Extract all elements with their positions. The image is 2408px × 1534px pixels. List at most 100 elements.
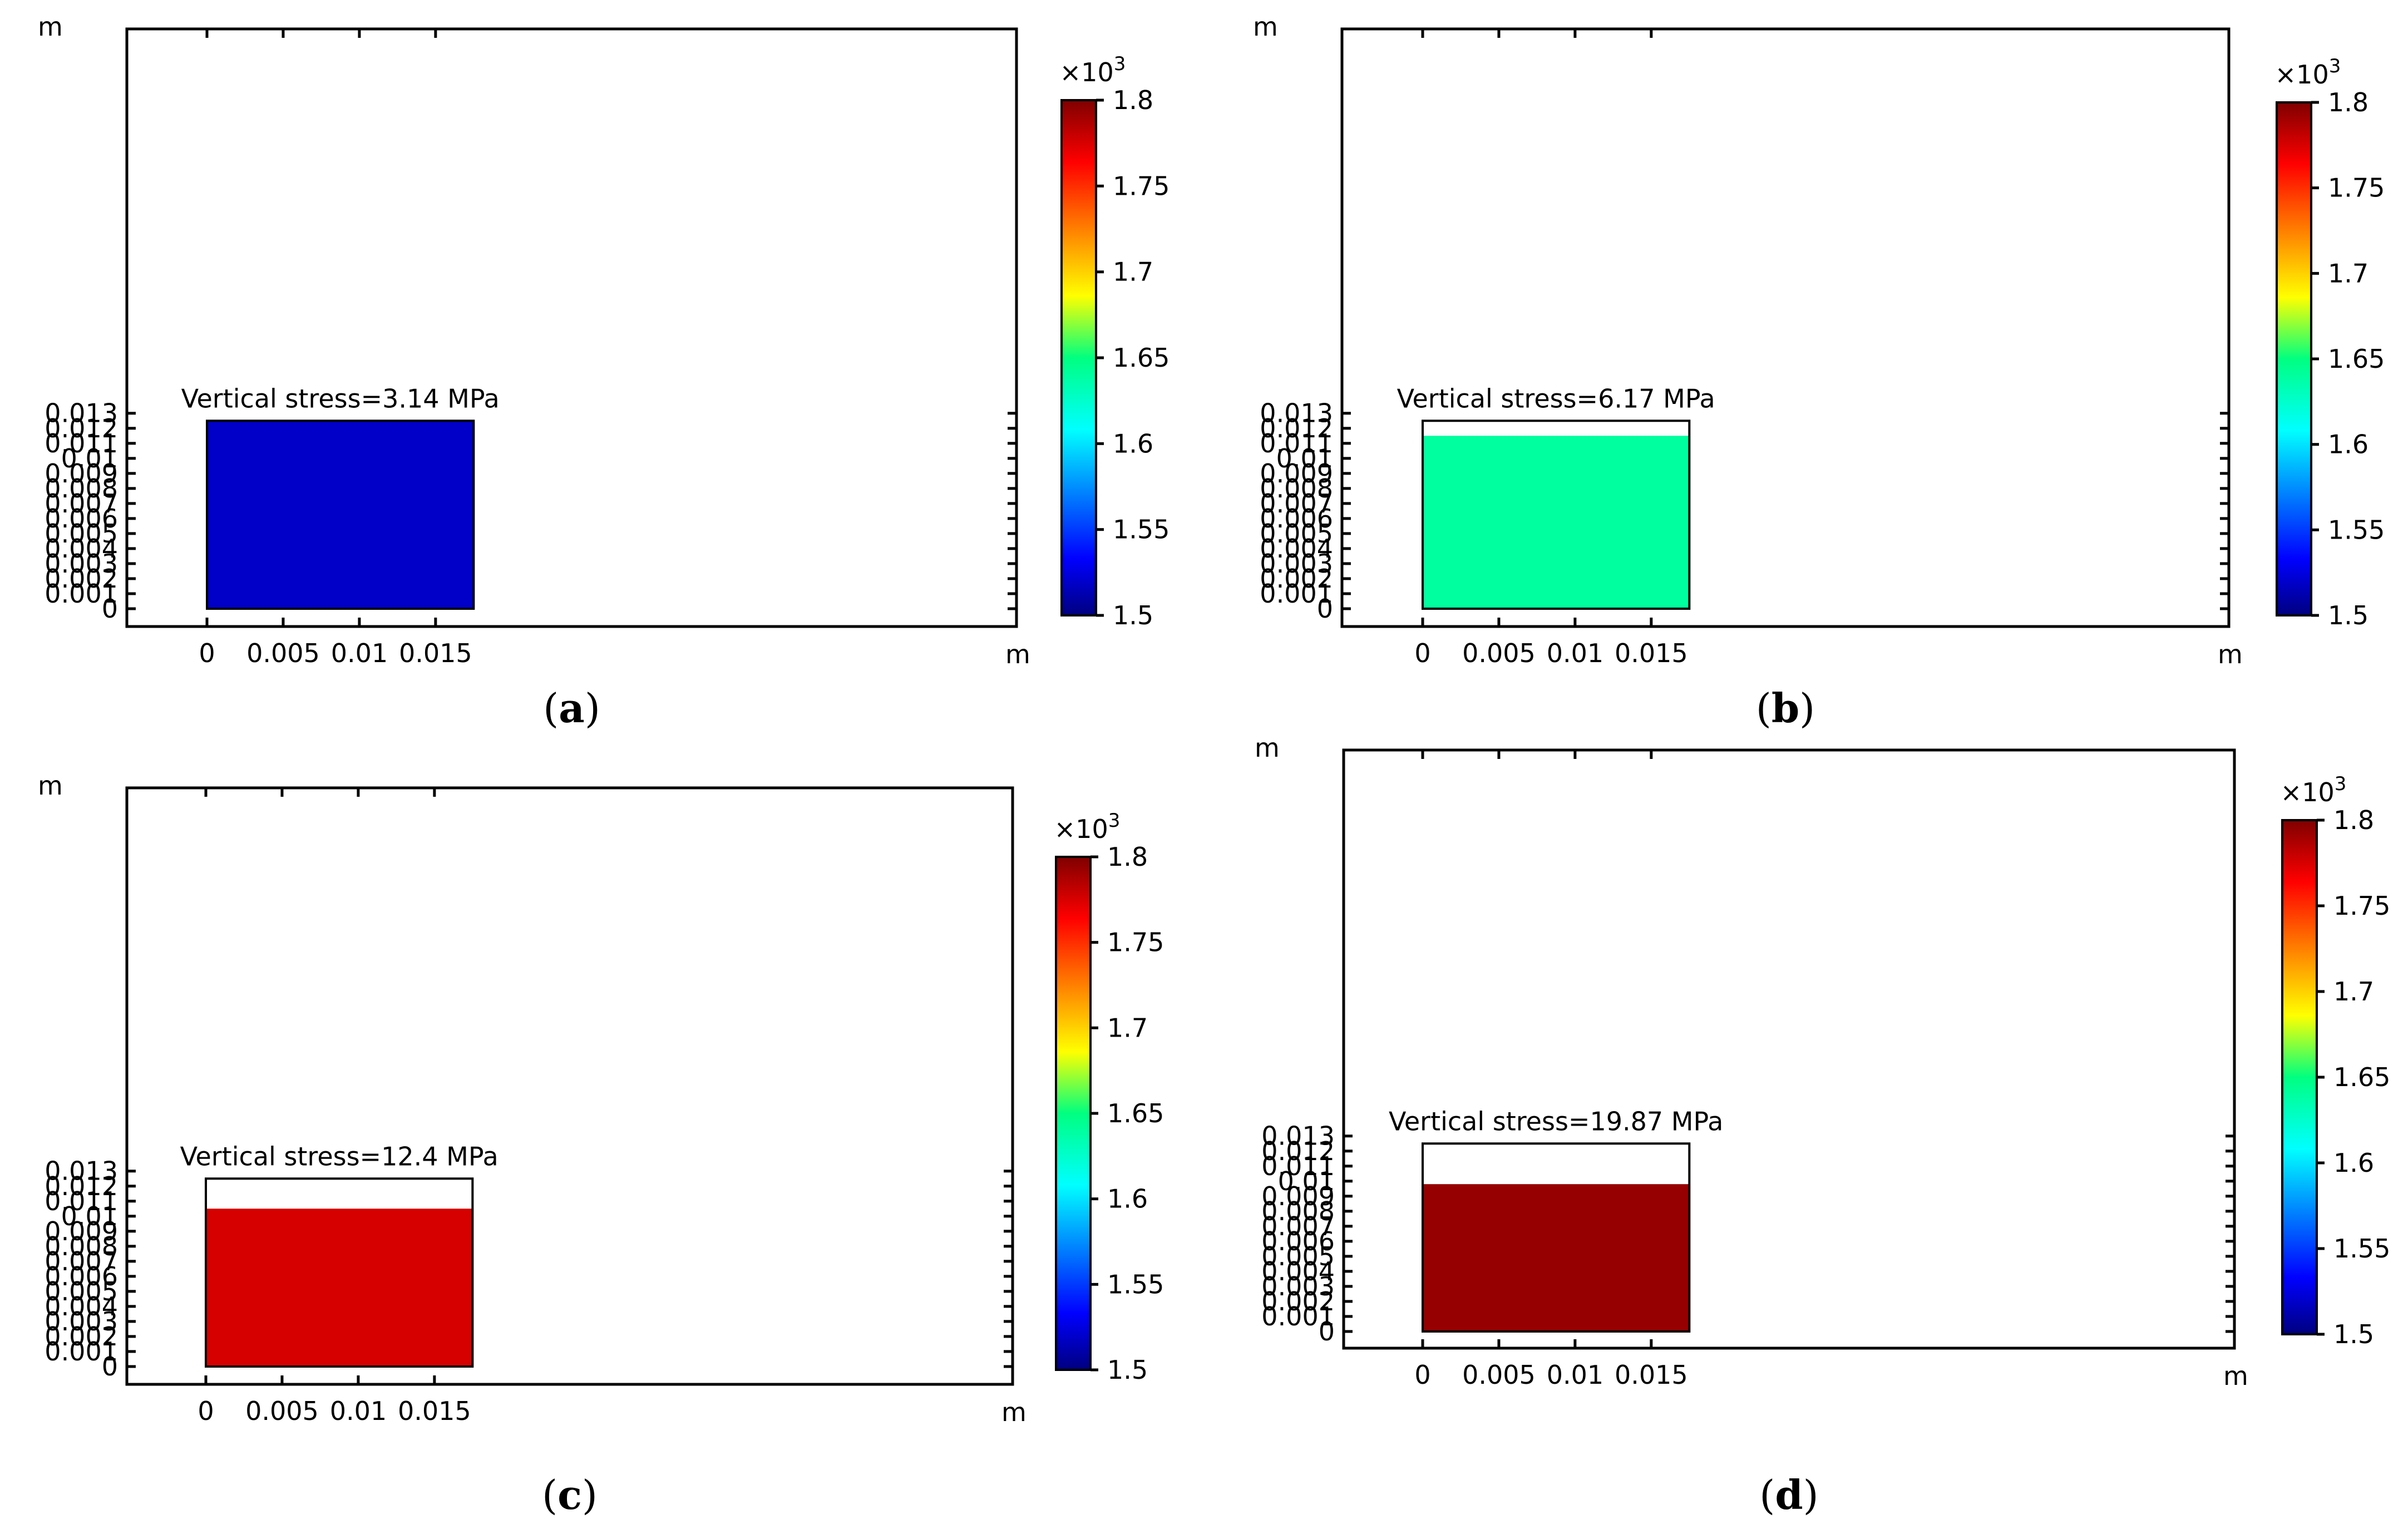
panels-layer: Vertical stress=3.14 MPa00.0010.0020.003… xyxy=(38,12,2390,1518)
domain-outline xyxy=(1422,420,1691,610)
colorbar-tick-label: 1.55 xyxy=(2333,1234,2390,1264)
y-tick-label: 0.011 xyxy=(45,1186,118,1216)
colorbar-tick-label: 1.55 xyxy=(1113,515,1170,545)
y-tick-label: 0.012 xyxy=(1261,1136,1335,1166)
y-tick-label: 0.009 xyxy=(45,458,118,489)
y-tick-label: 0.002 xyxy=(1260,564,1333,594)
colorbar-exponent: 3 xyxy=(2335,773,2347,795)
plot-title: Vertical stress=6.17 MPa xyxy=(1397,383,1715,413)
y-tick-label: 0.012 xyxy=(45,413,118,443)
colorbar-tick-label: 1.55 xyxy=(2328,515,2385,545)
colorbar-tick-label: 1.5 xyxy=(1113,600,1153,630)
y-tick-label: 0.007 xyxy=(45,1246,118,1276)
y-tick-label: 0.01 xyxy=(1278,1166,1335,1196)
y-tick-label: 0.013 xyxy=(1260,398,1333,428)
chart-panel-a: Vertical stress=3.14 MPa00.0010.0020.003… xyxy=(38,12,1170,732)
y-axis-unit: m xyxy=(38,12,63,42)
colorbar xyxy=(2276,101,2312,616)
y-tick-label: 0.011 xyxy=(45,428,118,458)
y-tick-label: 0.005 xyxy=(1261,1241,1335,1271)
axes-frame xyxy=(1342,748,2236,1350)
y-tick-label: 0.01 xyxy=(1276,443,1333,473)
colorbar-tick-label: 1.6 xyxy=(1107,1184,1148,1214)
colorbar xyxy=(1055,856,1092,1371)
colorbar-tick-label: 1.7 xyxy=(1113,257,1153,287)
colorbar-tick-label: 1.5 xyxy=(2333,1319,2374,1349)
y-axis-unit: m xyxy=(1255,733,1280,763)
material-region xyxy=(207,421,474,609)
y-tick-label: 0.008 xyxy=(45,473,118,504)
colorbar-tick-label: 1.8 xyxy=(1107,842,1148,872)
caption-open-paren: ( xyxy=(1756,685,1772,732)
colorbar-tick-label: 1.5 xyxy=(1107,1355,1148,1385)
y-tick-label: 0.003 xyxy=(1261,1271,1335,1301)
colorbar-exponent: 3 xyxy=(1108,810,1121,832)
plot-title: Vertical stress=3.14 MPa xyxy=(181,383,500,413)
chart-panel-c: Vertical stress=12.4 MPa00.0010.0020.003… xyxy=(38,771,1164,1518)
y-tick-label: 0.003 xyxy=(1260,549,1333,579)
y-tick-label: 0.004 xyxy=(1260,534,1333,564)
y-tick-label: 0 xyxy=(102,594,118,624)
x-tick-label: 0 xyxy=(199,638,215,668)
colorbar-tick-label: 1.55 xyxy=(1107,1269,1164,1299)
colorbar-multiplier: ×103 xyxy=(1060,53,1126,87)
y-tick-label: 0.009 xyxy=(1261,1181,1335,1211)
caption-open-paren: ( xyxy=(543,685,559,732)
colorbar-multiplier: ×103 xyxy=(1054,810,1121,844)
plot-title: Vertical stress=19.87 MPa xyxy=(1389,1106,1723,1136)
colorbar-tick-label: 1.8 xyxy=(1113,85,1153,115)
panel-caption: (b) xyxy=(1756,684,1815,732)
caption-letter: d xyxy=(1775,1471,1803,1518)
panel-caption: (a) xyxy=(543,684,600,732)
caption-letter: a xyxy=(559,684,585,732)
x-axis-unit: m xyxy=(2223,1361,2248,1391)
x-tick-label: 0.015 xyxy=(1615,1360,1688,1390)
y-axis-unit: m xyxy=(38,771,63,801)
chart-panel-d: Vertical stress=19.87 MPa00.0010.0020.00… xyxy=(1255,733,2390,1518)
y-tick-label: 0.006 xyxy=(1261,1226,1335,1256)
colorbar-tick-label: 1.75 xyxy=(1113,171,1170,201)
colorbar-tick-label: 1.65 xyxy=(1113,343,1170,373)
axes-frame xyxy=(125,27,1018,628)
colorbar-tick-label: 1.6 xyxy=(1113,428,1153,458)
y-tick-label: 0.013 xyxy=(1261,1121,1335,1151)
colorbar-tick-label: 1.7 xyxy=(2333,976,2374,1007)
caption-close-paren: ) xyxy=(585,685,600,732)
caption-open-paren: ( xyxy=(1759,1472,1775,1518)
x-tick-label: 0.01 xyxy=(1547,638,1603,668)
x-tick-label: 0 xyxy=(1414,638,1430,668)
colorbar-exponent: 3 xyxy=(1114,53,1126,75)
colorbar-tick-label: 1.8 xyxy=(2328,87,2368,117)
axes-frame xyxy=(1340,27,2231,628)
y-tick-label: 0.009 xyxy=(1260,458,1333,489)
y-tick-label: 0.001 xyxy=(1260,579,1333,609)
material-region xyxy=(1423,436,1690,609)
y-tick-label: 0.004 xyxy=(45,1291,118,1321)
material-region xyxy=(206,1209,473,1367)
y-tick-label: 0.002 xyxy=(1261,1286,1335,1316)
colorbar-tick-label: 1.6 xyxy=(2333,1148,2374,1178)
colorbar-tick-label: 1.8 xyxy=(2333,805,2374,835)
domain-outline xyxy=(1422,1142,1691,1333)
x-tick-label: 0 xyxy=(198,1396,214,1426)
y-tick-label: 0.002 xyxy=(45,1321,118,1352)
caption-close-paren: ) xyxy=(1803,1472,1819,1518)
caption-letter: b xyxy=(1772,684,1799,732)
caption-close-paren: ) xyxy=(1799,685,1815,732)
colorbar-tick-label: 1.65 xyxy=(2328,344,2385,374)
y-tick-label: 0.001 xyxy=(45,579,118,609)
x-tick-label: 0.015 xyxy=(1615,638,1688,668)
y-tick-label: 0.012 xyxy=(1260,413,1333,443)
colorbar-exponent: 3 xyxy=(2329,55,2341,77)
x-axis-unit: m xyxy=(2218,639,2243,669)
y-tick-label: 0.005 xyxy=(45,519,118,549)
y-tick-label: 0.013 xyxy=(45,1156,118,1186)
x-tick-label: 0.005 xyxy=(245,1396,319,1426)
colorbar-tick-label: 1.75 xyxy=(1107,928,1164,958)
y-tick-label: 0.005 xyxy=(1260,519,1333,549)
panel-caption: (d) xyxy=(1759,1471,1819,1518)
plot-title: Vertical stress=12.4 MPa xyxy=(180,1141,499,1171)
colorbar xyxy=(1060,99,1097,616)
colorbar-multiplier: ×103 xyxy=(2281,773,2347,807)
